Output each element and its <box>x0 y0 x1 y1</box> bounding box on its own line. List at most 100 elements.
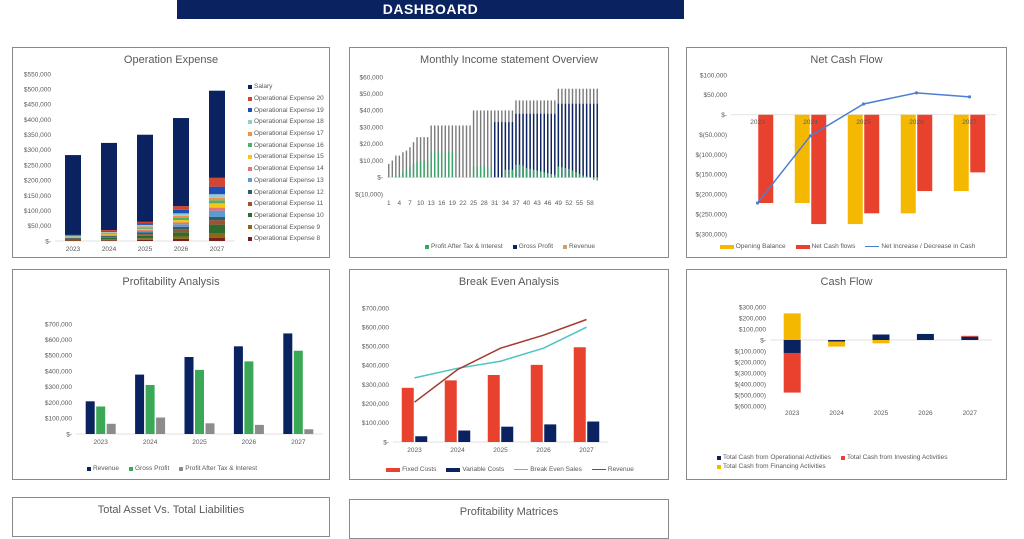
bar <box>294 351 303 434</box>
bar-segment <box>173 239 189 241</box>
bar <box>413 164 414 177</box>
bar <box>531 365 543 442</box>
bar-segment <box>137 222 153 223</box>
bar <box>234 346 243 434</box>
legend-swatch <box>248 97 252 101</box>
legend-swatch <box>248 132 252 136</box>
legend-swatch <box>248 143 252 147</box>
y-tick-label: $60,000 <box>360 74 384 81</box>
bar <box>554 175 555 178</box>
y-tick-label: $(500,000) <box>735 392 766 399</box>
bar-segment <box>101 234 117 235</box>
legend-item: Profit After Tax & Interest <box>425 243 503 250</box>
x-tick-label: 28 <box>481 200 489 207</box>
bar <box>427 161 428 178</box>
legend-swatch <box>248 178 252 182</box>
y-tick-label: $30,000 <box>360 124 384 131</box>
bar-segment <box>784 353 801 393</box>
bar-segment <box>101 238 117 240</box>
legend-label: Operational Expense 14 <box>254 165 324 172</box>
bar <box>565 168 566 177</box>
bar <box>455 125 456 177</box>
x-tick-label: 52 <box>565 200 573 207</box>
bar <box>558 166 559 177</box>
bar-segment <box>137 225 153 227</box>
x-tick-label: 2025 <box>138 246 153 253</box>
bar-segment <box>828 342 845 347</box>
y-tick-label: $10,000 <box>360 158 384 165</box>
bar <box>582 104 583 178</box>
break-even-chart: Break Even Analysis $-$100,000$200,000$3… <box>349 269 669 480</box>
y-tick-label: $200,000 <box>739 315 766 322</box>
bar-segment <box>65 239 81 240</box>
y-tick-label: $(10,000) <box>355 191 383 198</box>
bar-segment <box>137 228 153 229</box>
bar <box>107 424 116 434</box>
bar <box>586 104 587 178</box>
y-tick-label: $(250,000) <box>696 211 727 218</box>
bar <box>515 165 516 178</box>
y-tick-label: $350,000 <box>24 132 51 139</box>
bar <box>483 166 484 177</box>
y-tick-label: $200,000 <box>362 401 389 408</box>
y-tick-label: $200,000 <box>45 400 72 407</box>
legend-label: Revenue <box>608 466 634 473</box>
bar-segment <box>209 91 225 178</box>
chart-legend: Total Cash from Operational Activities To… <box>717 454 977 470</box>
bar <box>529 114 530 178</box>
bar <box>505 122 506 177</box>
bar <box>445 152 446 177</box>
bar-segment <box>961 337 978 340</box>
bar-segment <box>65 155 81 235</box>
legend-swatch <box>248 202 252 206</box>
y-tick-label: $40,000 <box>360 108 384 115</box>
legend-swatch <box>248 155 252 159</box>
y-tick-label: $- <box>383 439 389 446</box>
bar-segment <box>101 239 117 240</box>
bar <box>593 104 594 178</box>
legend-swatch <box>425 245 429 249</box>
legend-swatch <box>248 225 252 229</box>
legend-item: Operational Expense 20 <box>248 93 324 105</box>
bar <box>544 114 545 178</box>
legend-label: Revenue <box>93 465 119 472</box>
legend-label: Total Cash from Financing Activities <box>723 463 826 470</box>
legend-label: Net Increase / Decrease in Cash <box>881 243 975 250</box>
x-tick-label: 2025 <box>192 439 207 446</box>
series-line <box>758 93 970 203</box>
bar <box>501 122 502 177</box>
y-tick-label: $400,000 <box>24 117 51 124</box>
y-tick-label: $700,000 <box>362 305 389 312</box>
legend-item: Revenue <box>563 243 595 250</box>
bar-segment <box>137 231 153 232</box>
series-line <box>415 327 587 378</box>
bar <box>206 423 215 434</box>
bar <box>589 104 590 178</box>
bar <box>758 115 773 203</box>
bar-segment <box>784 340 801 353</box>
legend-item: Opening Balance <box>720 243 786 250</box>
bar <box>597 177 598 180</box>
bar-segment <box>173 232 189 236</box>
bar <box>586 176 587 177</box>
y-tick-label: $250,000 <box>24 162 51 169</box>
bar <box>462 125 463 177</box>
legend-label: Total Cash from Operational Activities <box>723 454 831 461</box>
bar <box>452 152 453 177</box>
dashboard-header: DASHBOARD <box>177 0 684 19</box>
bar <box>533 114 534 178</box>
x-tick-label: 43 <box>534 200 542 207</box>
legend-swatch <box>248 190 252 194</box>
bar <box>579 104 580 178</box>
legend-label: Gross Profit <box>135 465 169 472</box>
legend-swatch <box>248 120 252 124</box>
x-tick-label: 2023 <box>785 410 800 417</box>
bar <box>561 167 562 177</box>
bar <box>399 156 400 178</box>
x-tick-label: 2027 <box>210 246 225 253</box>
bar <box>795 115 810 203</box>
bar <box>864 115 879 214</box>
x-tick-label: 2027 <box>962 119 977 126</box>
y-tick-label: $(100,000) <box>696 152 727 159</box>
